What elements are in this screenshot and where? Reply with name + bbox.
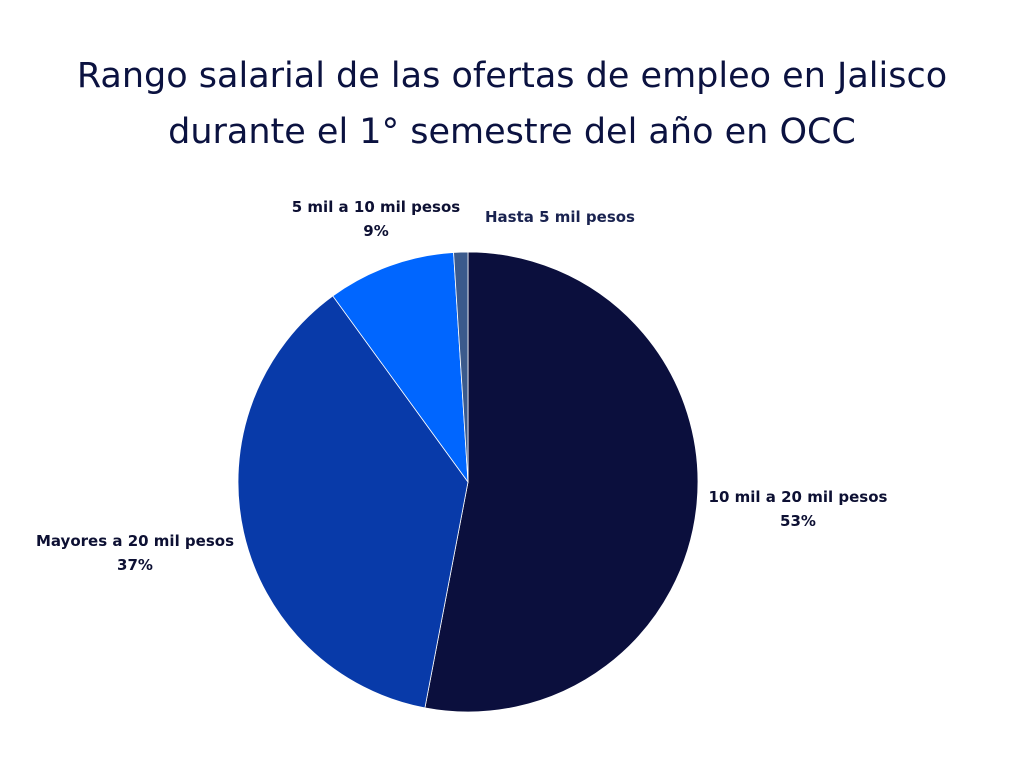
slice-category-label: Hasta 5 mil pesos (485, 208, 635, 226)
pie-slice-3 (332, 252, 469, 484)
slice-label-3: 5 mil a 10 mil pesos 9% (292, 198, 461, 240)
pie-slice-2 (237, 295, 469, 709)
slice-value-label: 53% (780, 512, 816, 530)
slice-category-label: 10 mil a 20 mil pesos (709, 488, 888, 506)
slice-value-label: 9% (363, 222, 388, 240)
pie-labels: 10 mil a 20 mil pesos 53% Mayores a 20 mil… (36, 198, 888, 574)
chart-title-line-2: durante el 1° semestre del año en OCC (168, 112, 856, 152)
slice-label-1: 10 mil a 20 mil pesos 53% (709, 488, 888, 530)
slice-label-2: Mayores a 20 mil pesos 37% (36, 532, 234, 574)
slice-category-label: Mayores a 20 mil pesos (36, 532, 234, 550)
pie-slice-4 (453, 251, 469, 483)
pie-slices (237, 251, 699, 713)
pie-slice-1 (424, 251, 699, 713)
slice-category-label: 5 mil a 10 mil pesos (292, 198, 461, 216)
chart-title-line-1: Rango salarial de las ofertas de empleo … (76, 56, 948, 96)
chart-title: Rango salarial de las ofertas de empleo … (0, 48, 1024, 160)
slice-label-4: Hasta 5 mil pesos (485, 208, 635, 226)
slice-value-label: 37% (117, 556, 153, 574)
